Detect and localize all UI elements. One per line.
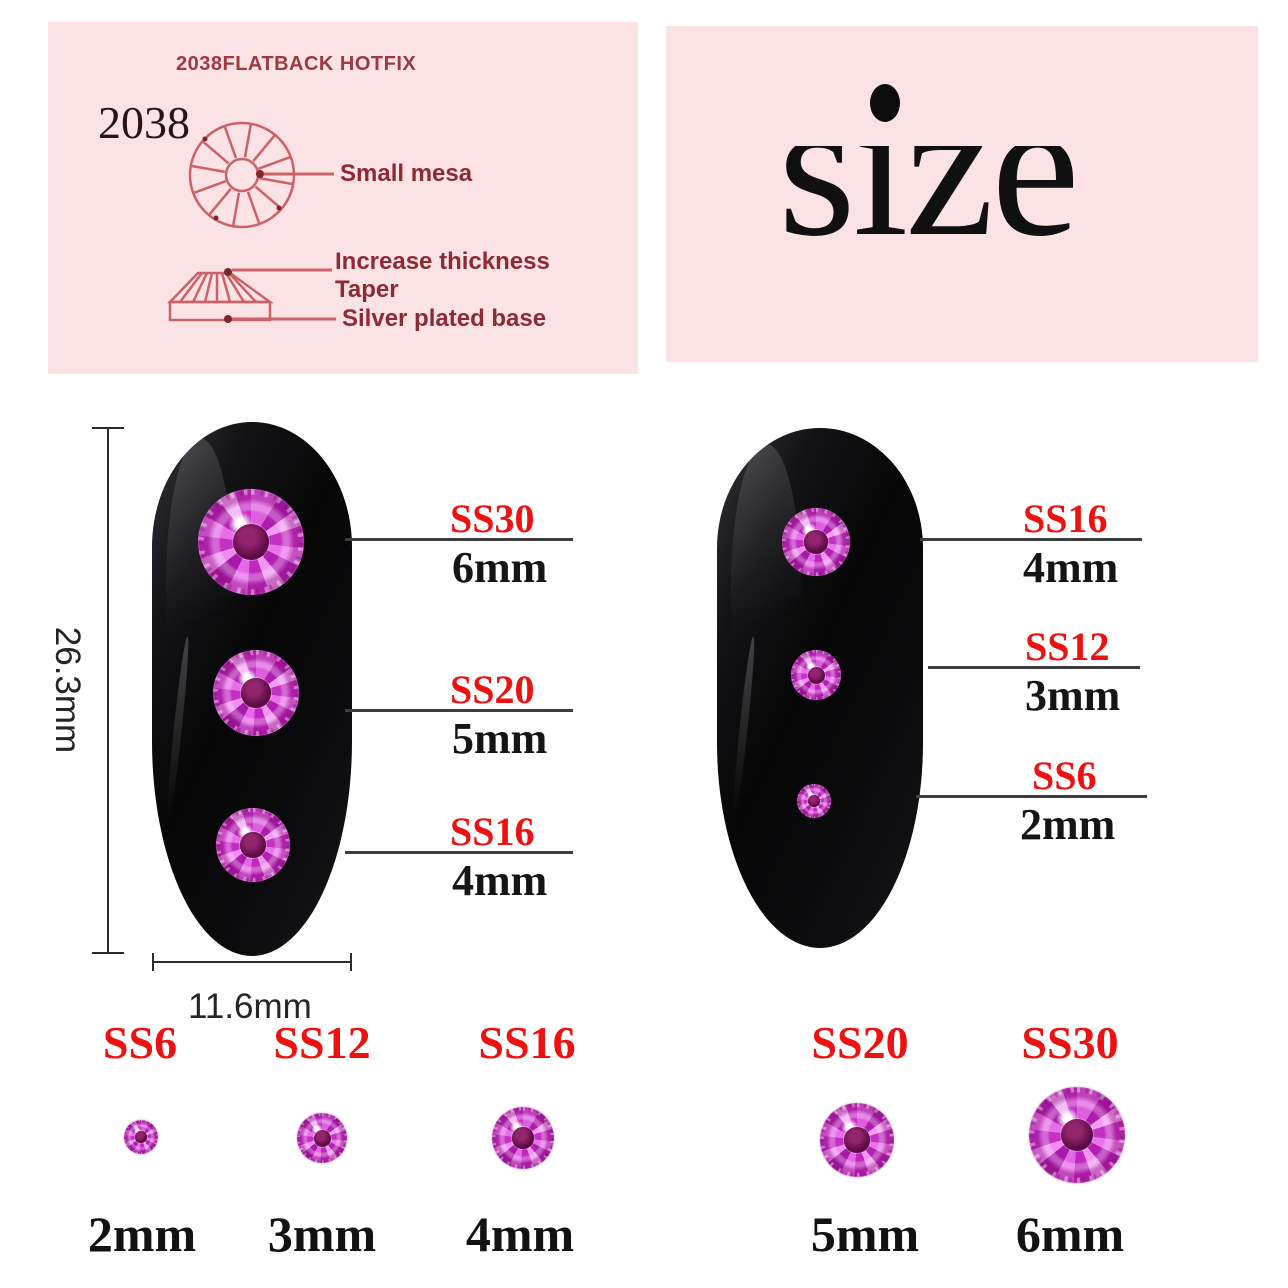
ss20-mm-label: 5mm [452, 714, 548, 763]
rhinestone-ss16-on-left-nail [216, 808, 290, 882]
rhinestone-ss6-sample [124, 1120, 158, 1154]
chart-3mm-label: 3mm [267, 1206, 377, 1262]
callout-taper: Taper [335, 276, 399, 303]
rhinestone-side-view-icon [167, 271, 274, 322]
chart-2mm-label: 2mm [87, 1206, 197, 1262]
rhinestone-ss20-on-nail [213, 650, 299, 736]
chart-ss12-label: SS12 [273, 1017, 371, 1068]
callout-line-ss16-right [920, 538, 1142, 541]
nail-length-label: 26.3mm [48, 626, 87, 754]
size-panel: size [666, 26, 1258, 362]
chart-ss16-label: SS16 [478, 1017, 576, 1068]
chart-6mm-label: 6mm [1015, 1206, 1125, 1262]
chart-4mm-label: 4mm [465, 1206, 575, 1262]
ss6-label: SS6 [1032, 753, 1097, 798]
length-dimension-cap-top [92, 427, 124, 429]
rhinestone-ss20-sample [820, 1103, 894, 1177]
ss30-mm-label: 6mm [452, 543, 548, 592]
spec-panel: 2038FLATBACK HOTFIX 2038 [48, 22, 638, 374]
spec-heading: 2038FLATBACK HOTFIX [176, 53, 417, 75]
rhinestone-ss16-on-right-nail [782, 508, 850, 576]
size-title: size [778, 57, 1077, 278]
rhinestone-ss16-sample [492, 1107, 554, 1169]
length-dimension-cap-bottom [92, 952, 124, 954]
rhinestone-spec-diagram [167, 121, 336, 323]
model-number: 2038 [98, 97, 190, 148]
chart-5mm-label: 5mm [810, 1206, 920, 1262]
ss16-left-mm-label: 4mm [452, 856, 548, 905]
ss12-label: SS12 [1025, 624, 1110, 669]
ss6-mm-label: 2mm [1020, 800, 1116, 849]
callout-line-ss30 [345, 538, 573, 541]
callout-line-ss12 [928, 666, 1140, 669]
ss16-right-label: SS16 [1023, 496, 1108, 541]
ss20-label: SS20 [450, 667, 535, 712]
callout-small-mesa: Small mesa [340, 160, 473, 187]
callout-increase-thickness: Increase thickness [335, 248, 550, 275]
chart-ss6-label: SS6 [102, 1017, 178, 1068]
ss12-mm-label: 3mm [1025, 671, 1121, 720]
width-dimension-tick-left [152, 953, 154, 971]
chart-ss30-label: SS30 [1021, 1017, 1119, 1068]
callout-silver-plated-base: Silver plated base [342, 305, 547, 332]
callout-line-ss20 [345, 709, 573, 712]
callout-line-ss6 [916, 795, 1147, 798]
rhinestone-ss12-on-nail [791, 650, 841, 700]
ss16-right-mm-label: 4mm [1023, 543, 1119, 592]
chart-ss20-label: SS20 [811, 1017, 909, 1068]
wheel-spokes [191, 123, 293, 227]
nail-width-label: 11.6mm [188, 987, 312, 1026]
base-leader-line [224, 315, 336, 323]
ss30-label: SS30 [450, 496, 535, 541]
width-dimension-line [153, 961, 352, 963]
mesa-leader-line [256, 170, 334, 178]
rhinestone-ss6-on-nail [797, 784, 831, 818]
rhinestone-ss12-sample [297, 1113, 347, 1163]
thickness-leader-line [224, 268, 332, 276]
width-dimension-tick-right [350, 953, 352, 971]
callout-line-ss16-left [345, 851, 573, 854]
length-dimension-line [107, 428, 109, 954]
rhinestone-ss30-sample [1029, 1087, 1125, 1183]
rhinestone-ss30-on-nail [198, 489, 304, 595]
size-title-i-dot [870, 84, 900, 122]
ss16-left-label: SS16 [450, 809, 535, 854]
